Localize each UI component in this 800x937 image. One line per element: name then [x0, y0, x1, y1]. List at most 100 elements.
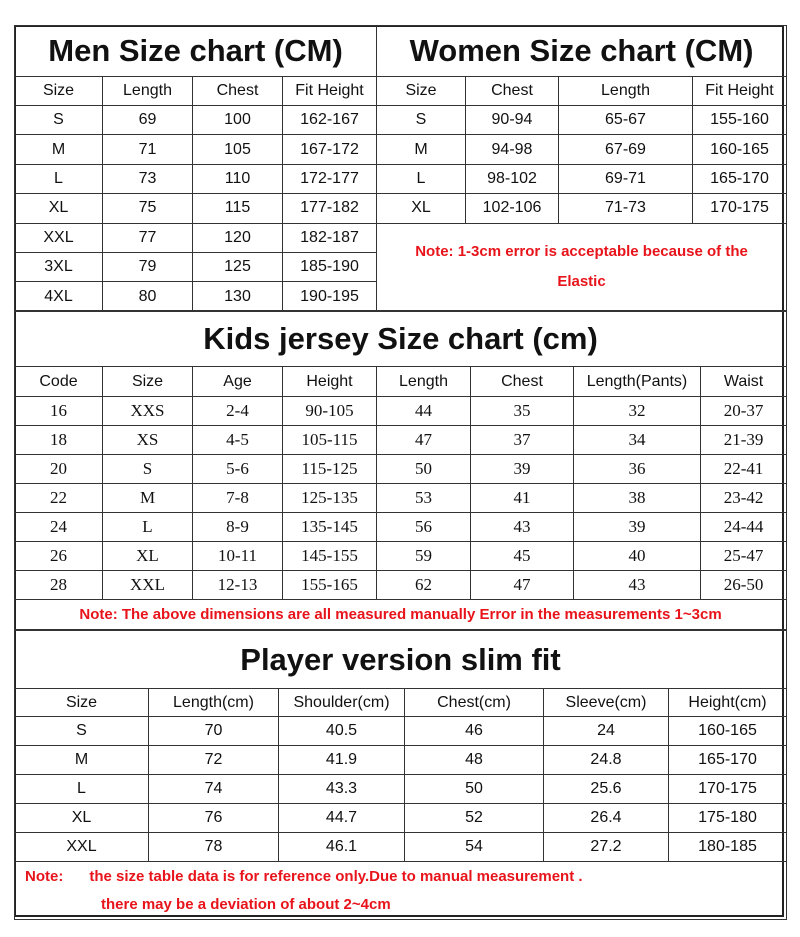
player-table-row: M 72 41.9 48 24.8 165-170	[14, 745, 788, 775]
player-table-cell: 74	[148, 774, 279, 804]
men-table-cell: L	[14, 163, 103, 195]
kids-table-cell: 24-44	[699, 512, 788, 542]
kids-table-cell: 125-135	[282, 483, 377, 513]
women-table-cell: 102-106	[465, 193, 559, 224]
kids-table-row: 18 XS 4-5 105-115 47 37 34 21-39	[14, 425, 788, 455]
women-note-line2: Elastic	[557, 273, 606, 291]
kids-table-cell: 20-37	[699, 396, 788, 426]
kids-table-cell: 40	[573, 541, 701, 571]
men-table-cell: XXL	[14, 222, 103, 253]
kids-column-header: Size	[102, 366, 193, 397]
men-table-cell: XL	[14, 193, 103, 224]
player-size-chart: Player version slim fit Size Length(cm) Sh…	[13, 630, 788, 920]
women-size-chart: Women Size chart (CM) Size Chest Length Fit…	[375, 25, 788, 312]
men-table-cell: 185-190	[281, 251, 378, 283]
player-table-cell: 27.2	[543, 832, 669, 862]
women-title: Women Size chart (CM)	[375, 25, 788, 77]
player-header-row: Size Length(cm) Shoulder(cm) Chest(cm) Sleev…	[14, 688, 788, 717]
kids-table-cell: 5-6	[192, 454, 283, 484]
women-table-cell: 65-67	[558, 104, 693, 136]
men-table-row: 4XL 80 130 190-195	[14, 281, 378, 312]
kids-table-cell: 39	[470, 454, 574, 484]
kids-title: Kids jersey Size chart (cm)	[13, 310, 788, 367]
player-table-cell: 48	[404, 745, 544, 775]
kids-column-header: Code	[14, 366, 103, 397]
player-table-row: XL 76 44.7 52 26.4 175-180	[14, 803, 788, 833]
player-table-cell: 43.3	[278, 774, 405, 804]
men-table-row: L 73 110 172-177	[14, 163, 378, 195]
kids-header-row: Code Size Age Height Length Chest Length(Pants…	[14, 366, 788, 397]
player-table-cell: 70	[148, 716, 279, 746]
kids-table-cell: 53	[376, 483, 471, 513]
women-column-header: Fit Height	[691, 76, 788, 106]
kids-table-cell: 56	[376, 512, 471, 542]
kids-table-cell: 34	[573, 425, 701, 455]
kids-table-cell: XL	[102, 541, 193, 571]
men-table-row: M 71 105 167-172	[14, 134, 378, 165]
player-table-cell: 76	[148, 803, 279, 833]
kids-table-cell: 36	[573, 454, 701, 484]
player-table-row: XXL 78 46.1 54 27.2 180-185	[14, 832, 788, 862]
women-note: Note: 1-3cm error is acceptable because …	[375, 222, 788, 312]
women-table-cell: S	[376, 104, 466, 136]
player-table-cell: 54	[404, 832, 544, 862]
kids-table-cell: XXL	[102, 570, 193, 600]
kids-table-row: 16 XXS 2-4 90-105 44 35 32 20-37	[14, 396, 788, 426]
kids-table-cell: 22	[14, 483, 103, 513]
women-table-cell: 98-102	[465, 163, 559, 195]
kids-table-cell: 23-42	[699, 483, 788, 513]
men-column-header: Length	[102, 76, 193, 106]
kids-table-cell: L	[102, 512, 193, 542]
men-table-cell: 120	[192, 222, 283, 253]
player-table-cell: 25.6	[543, 774, 669, 804]
player-table-cell: 44.7	[278, 803, 405, 833]
men-table-cell: M	[14, 134, 103, 165]
women-table-cell: 71-73	[558, 193, 693, 224]
player-table-cell: 46	[404, 716, 544, 746]
kids-table-cell: 155-165	[282, 570, 377, 600]
kids-table-cell: 43	[470, 512, 574, 542]
kids-table-cell: 21-39	[699, 425, 788, 455]
player-note: Note: the size table data is for referenc…	[13, 861, 788, 920]
women-table-cell: 170-175	[691, 193, 788, 224]
player-table-cell: 170-175	[667, 774, 788, 804]
player-column-header: Chest(cm)	[404, 688, 544, 717]
player-table-cell: 52	[404, 803, 544, 833]
women-table-cell: 155-160	[691, 104, 788, 136]
player-table-cell: 160-165	[667, 716, 788, 746]
kids-table-cell: 26-50	[699, 570, 788, 600]
kids-table-cell: 90-105	[282, 396, 377, 426]
player-table-cell: 72	[148, 745, 279, 775]
player-column-header: Height(cm)	[667, 688, 788, 717]
kids-table-cell: 145-155	[282, 541, 377, 571]
kids-table-cell: 39	[573, 512, 701, 542]
women-table-cell: 67-69	[558, 134, 693, 165]
kids-table-cell: XXS	[102, 396, 193, 426]
kids-table-cell: 16	[14, 396, 103, 426]
women-table-cell: M	[376, 134, 466, 165]
men-table-cell: 177-182	[281, 193, 378, 224]
men-column-header: Chest	[192, 76, 283, 106]
kids-column-header: Length(Pants)	[573, 366, 701, 397]
men-table-cell: 100	[192, 104, 283, 136]
men-table-cell: 80	[102, 281, 193, 312]
player-table-cell: L	[14, 774, 149, 804]
kids-column-header: Length	[376, 366, 471, 397]
men-table-cell: 110	[192, 163, 283, 195]
kids-table-row: 24 L 8-9 135-145 56 43 39 24-44	[14, 512, 788, 542]
women-column-header: Length	[558, 76, 693, 106]
men-table-cell: 172-177	[281, 163, 378, 195]
women-table-row: XL 102-106 71-73 170-175	[376, 193, 788, 224]
women-table-cell: 69-71	[558, 163, 693, 195]
men-table-row: XL 75 115 177-182	[14, 193, 378, 224]
men-table-cell: 3XL	[14, 251, 103, 283]
kids-note: Note: The above dimensions are all measu…	[13, 599, 788, 630]
kids-table-row: 20 S 5-6 115-125 50 39 36 22-41	[14, 454, 788, 484]
kids-table-cell: 18	[14, 425, 103, 455]
women-table-cell: 94-98	[465, 134, 559, 165]
player-table-cell: 24	[543, 716, 669, 746]
men-table-cell: 167-172	[281, 134, 378, 165]
men-column-header: Fit Height	[281, 76, 378, 106]
player-table-cell: 78	[148, 832, 279, 862]
kids-table-cell: 35	[470, 396, 574, 426]
